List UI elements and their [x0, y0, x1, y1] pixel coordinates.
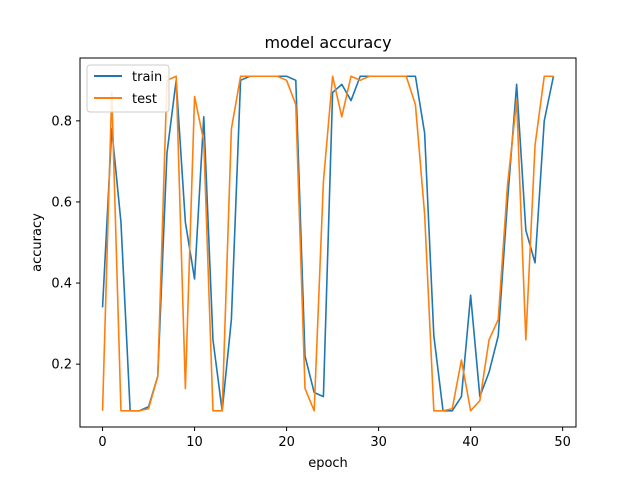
x-tick-label: 40 — [462, 435, 479, 450]
plot-lines — [101, 75, 555, 412]
chart-title: model accuracy — [264, 33, 391, 52]
y-tick-label: 0.2 — [51, 358, 72, 373]
y-axis-ticks: 0.2 0.4 0.6 0.8 — [51, 114, 80, 373]
x-tick-label: 30 — [370, 435, 387, 450]
x-tick-label: 10 — [186, 435, 203, 450]
y-axis-title: accuracy — [30, 213, 45, 272]
x-tick-label: 20 — [278, 435, 295, 450]
legend: train test — [86, 64, 170, 113]
x-axis-title: epoch — [308, 456, 348, 471]
legend-label-test: test — [132, 92, 157, 107]
y-tick-label: 0.6 — [51, 195, 72, 210]
y-tick-label: 0.4 — [51, 277, 72, 292]
x-tick-label: 50 — [554, 435, 571, 450]
plot-frame — [79, 57, 577, 428]
y-tick-label: 0.8 — [51, 114, 72, 129]
x-tick-label: 0 — [98, 435, 106, 450]
x-axis-ticks: 0 10 20 30 40 50 — [98, 427, 571, 450]
series-line-test — [101, 75, 554, 412]
legend-label-train: train — [132, 70, 162, 85]
